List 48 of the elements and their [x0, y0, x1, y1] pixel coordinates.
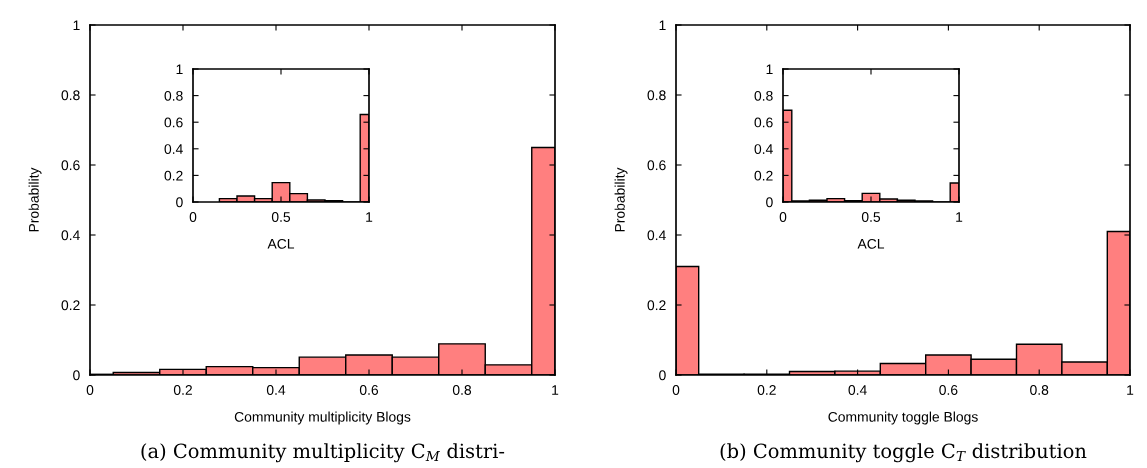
x-tick-label: 0	[86, 385, 94, 395]
text: (b) Community toggle C$_{T}$ distribution	[720, 443, 1087, 463]
y-tick-label: 1	[766, 64, 773, 75]
y-tick-label: 0.4	[647, 230, 666, 241]
y-tick-label: 0.6	[754, 117, 773, 128]
y-tick-label: 1	[73, 20, 80, 31]
y-tick-label: 0.8	[164, 90, 183, 101]
x-tick-label: 0.5	[861, 212, 881, 222]
y-tick-label: 0.2	[61, 300, 80, 311]
y-axis-title: Probability	[614, 167, 628, 232]
x-tick-label: 0.5	[271, 212, 291, 222]
x-tick-label: 0.4	[266, 385, 286, 395]
y-tick-label: 0.4	[61, 230, 80, 241]
y-tick-label: 0.4	[754, 144, 773, 154]
x-axis-title: ACL	[857, 238, 885, 249]
y-tick-label: 0.2	[647, 300, 666, 311]
x-tick-label: 0	[672, 385, 680, 395]
y-tick-label: 0.6	[61, 160, 80, 171]
x-tick-label: 0.6	[359, 385, 379, 395]
x-tick-label: 1	[552, 385, 559, 395]
x-axis-title: Community toggle Blogs	[828, 411, 978, 425]
y-tick-label: 0	[659, 370, 666, 381]
y-tick-label: 1	[659, 20, 666, 31]
y-tick-label: 0.2	[754, 170, 773, 181]
x-tick-label: 1	[956, 212, 963, 222]
y-tick-label: 0.8	[754, 90, 773, 101]
x-tick-label: 0.8	[452, 385, 472, 395]
y-tick-label: 0	[73, 370, 80, 381]
x-tick-label: 1	[366, 212, 373, 222]
y-tick-label: 0.8	[61, 90, 80, 101]
y-tick-label: 0.8	[647, 90, 666, 101]
x-tick-label: 0.8	[1030, 385, 1049, 395]
y-tick-label: 0	[176, 197, 183, 208]
x-tick-label: 0	[189, 212, 197, 222]
y-tick-label: 0	[766, 197, 773, 208]
x-tick-label: 0.4	[848, 385, 867, 395]
y-tick-label: 0.2	[164, 170, 183, 181]
y-tick-label: 0.6	[164, 117, 183, 128]
y-tick-label: 0.4	[164, 144, 183, 154]
x-axis-title: ACL	[267, 238, 295, 249]
x-tick-label: 0	[779, 212, 787, 222]
y-tick-label: 1	[176, 64, 183, 75]
x-tick-label: 0.6	[939, 385, 958, 395]
text: (a) Community multiplicity C$_{M}$ distri-	[141, 443, 505, 463]
x-tick-label: 1	[1127, 385, 1134, 395]
y-tick-label: 0.6	[647, 160, 666, 171]
x-axis-title: Community multiplicity Blogs	[234, 411, 411, 425]
y-axis-title: Probability	[28, 167, 42, 232]
